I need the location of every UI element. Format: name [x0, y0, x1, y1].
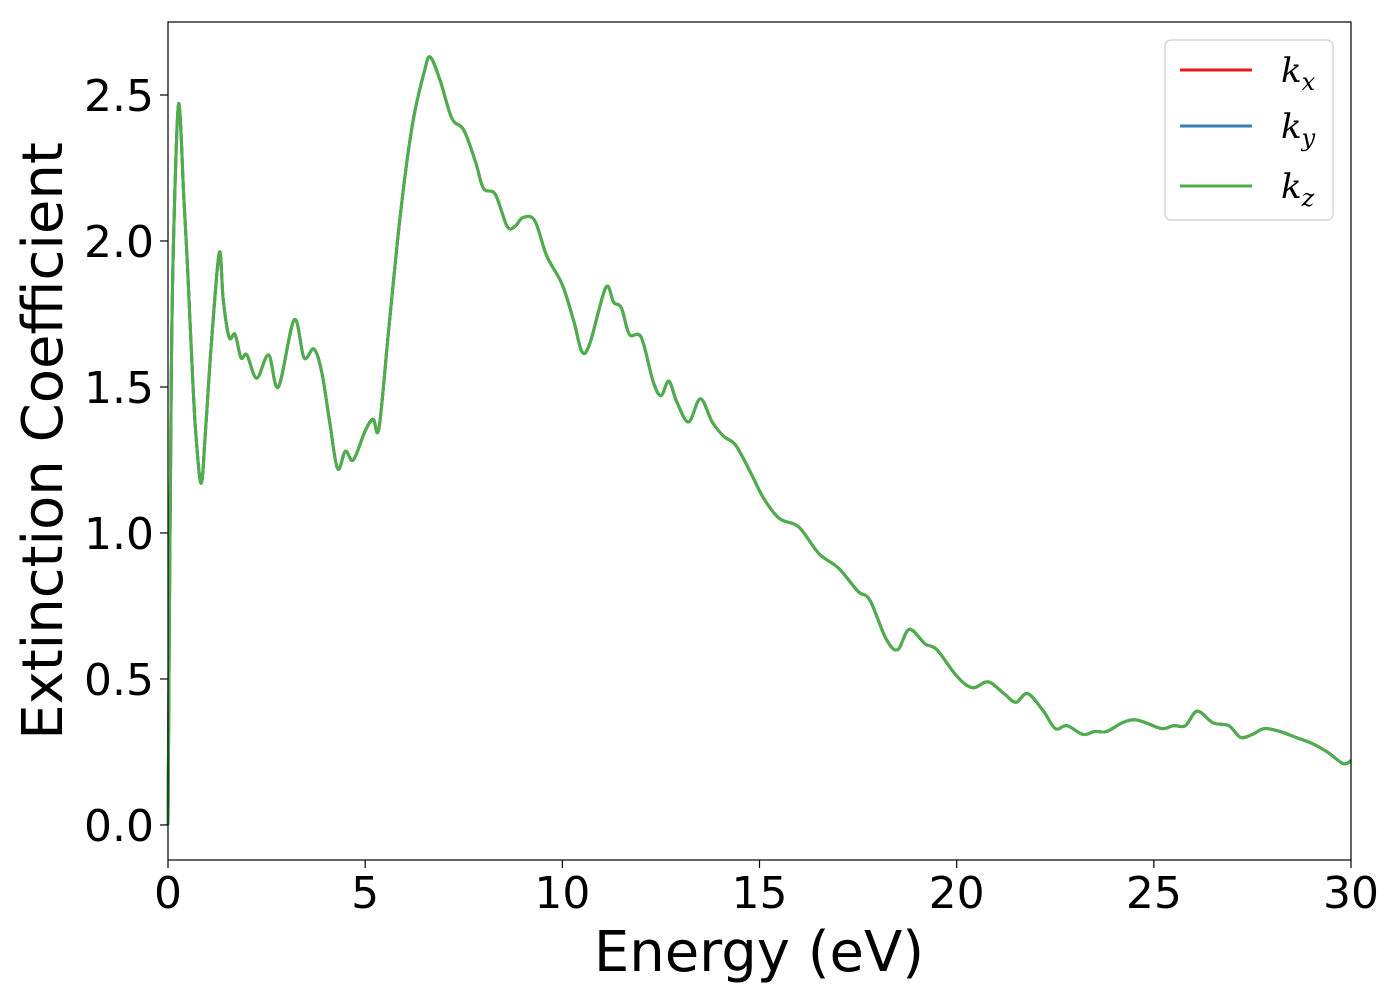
- y-tick-label: 2.0: [84, 217, 154, 268]
- x-tick-label: 15: [732, 868, 788, 919]
- y-axis-label: Extinction Coefficient: [11, 142, 76, 740]
- legend-label-ky: ky: [1281, 107, 1316, 152]
- series-line-kz: [166, 55, 1352, 826]
- x-axis-ticks: 0 5 10 15 20 25 30: [154, 860, 1379, 919]
- x-axis-label: Energy (eV): [594, 920, 924, 985]
- legend-box: [1164, 39, 1334, 221]
- y-tick-label: 1.0: [84, 509, 154, 560]
- x-tick-label: 30: [1323, 868, 1379, 919]
- y-tick-label: 0.0: [84, 801, 154, 852]
- x-tick-label: 5: [351, 868, 379, 919]
- legend-label-kx: kx: [1281, 51, 1316, 96]
- y-axis-ticks: 0.0 0.5 1.0 1.5 2.0 2.5: [84, 71, 168, 852]
- x-tick-label: 10: [534, 868, 590, 919]
- y-tick-label: 0.5: [84, 655, 154, 706]
- x-tick-label: 25: [1126, 868, 1182, 919]
- series-layer: [166, 55, 1352, 826]
- legend: kx ky kz: [1164, 39, 1334, 221]
- y-tick-label: 2.5: [84, 71, 154, 122]
- legend-label-kz: kz: [1281, 167, 1315, 212]
- x-tick-label: 20: [929, 868, 985, 919]
- x-tick-label: 0: [154, 868, 182, 919]
- y-tick-label: 1.5: [84, 363, 154, 414]
